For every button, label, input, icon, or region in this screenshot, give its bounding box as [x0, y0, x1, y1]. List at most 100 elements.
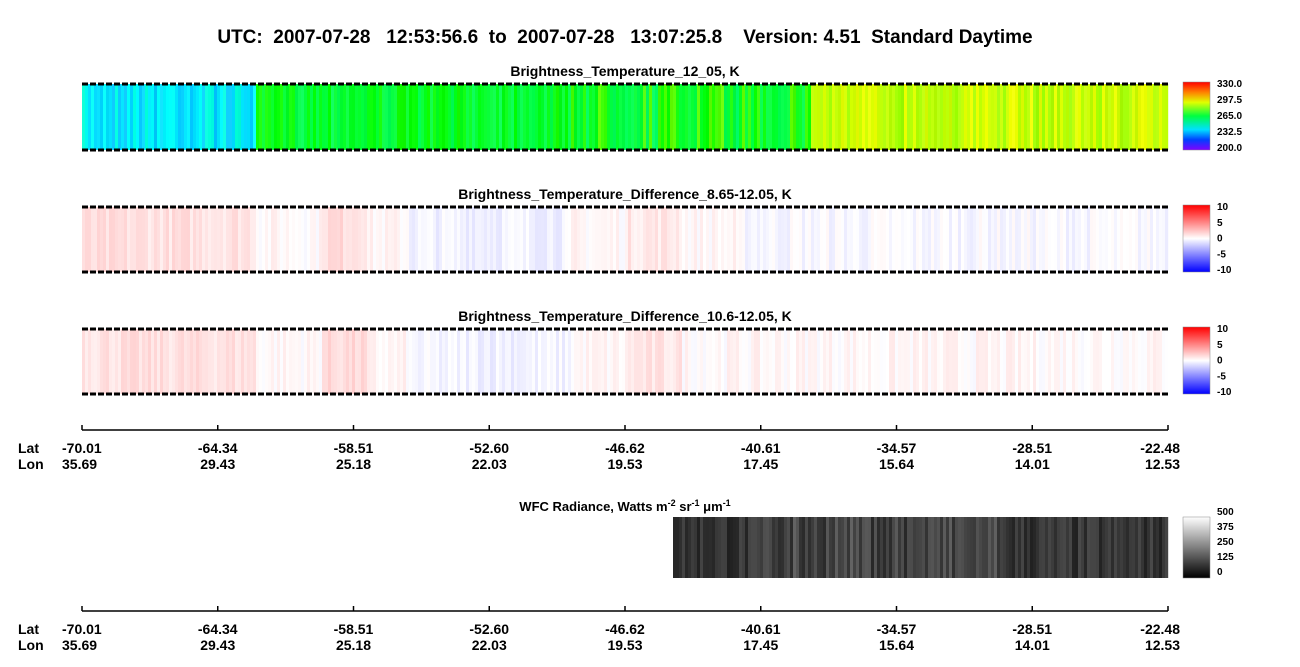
swath-column: [313, 329, 317, 394]
swath-column: [562, 207, 566, 272]
wfc-column: [853, 517, 857, 578]
swath-column: [334, 84, 338, 150]
swath-column: [304, 329, 308, 394]
swath-column: [532, 207, 536, 272]
swath-column: [412, 84, 416, 150]
swath-column: [832, 329, 836, 394]
swath-column: [1045, 84, 1049, 150]
swath-column: [604, 207, 608, 272]
swath-column: [682, 84, 686, 150]
swath-column: [175, 207, 179, 272]
swath-column: [286, 329, 290, 394]
swath-column: [982, 84, 986, 150]
wfc-column: [1108, 517, 1112, 578]
swath-column: [655, 329, 659, 394]
swath-column: [1165, 207, 1169, 272]
swath-column: [403, 329, 407, 394]
swath-column: [205, 207, 209, 272]
swath-column: [718, 84, 722, 150]
swath-column: [142, 329, 146, 394]
swath-column: [742, 329, 746, 394]
swath-column: [1099, 207, 1103, 272]
swath-column: [1093, 207, 1097, 272]
swath-column: [448, 329, 452, 394]
swath-column: [217, 207, 221, 272]
swath-column: [517, 207, 521, 272]
swath-column: [211, 329, 215, 394]
swath-column: [826, 207, 830, 272]
swath-column: [226, 207, 230, 272]
swath-column: [1123, 329, 1127, 394]
swath-column: [382, 329, 386, 394]
swath-column: [448, 84, 452, 150]
swath-column: [709, 207, 713, 272]
swath-column: [865, 207, 869, 272]
wfc-column: [694, 517, 698, 578]
swath-column: [1153, 84, 1157, 150]
swath-column: [946, 207, 950, 272]
swath-column: [1111, 207, 1115, 272]
swath-column: [400, 329, 404, 394]
wfc-column: [1099, 517, 1103, 578]
swath-column: [652, 207, 656, 272]
swath-column: [370, 329, 374, 394]
swath-column: [982, 207, 986, 272]
swath-image: [82, 84, 1169, 150]
swath-column: [220, 329, 224, 394]
swath-column: [1051, 84, 1055, 150]
wfc-column: [1129, 517, 1133, 578]
swath-column: [1159, 329, 1163, 394]
swath-column: [592, 329, 596, 394]
swath-column: [1024, 84, 1028, 150]
wfc-column: [946, 517, 950, 578]
swath-column: [535, 329, 539, 394]
wfc-column: [1096, 517, 1100, 578]
swath-column: [463, 329, 467, 394]
swath-column: [346, 329, 350, 394]
swath-column: [751, 84, 755, 150]
swath-column: [877, 207, 881, 272]
swath-column: [802, 207, 806, 272]
swath-column: [808, 207, 812, 272]
swath-column: [385, 207, 389, 272]
swath-column: [904, 207, 908, 272]
swath-column: [778, 84, 782, 150]
swath-column: [898, 84, 902, 150]
swath-column: [1144, 84, 1148, 150]
swath-column: [1003, 329, 1007, 394]
lat-tick-label: -28.51: [1012, 621, 1052, 637]
swath-column: [406, 329, 410, 394]
swath-column: [136, 207, 140, 272]
wfc-column: [1039, 517, 1043, 578]
swath-column: [658, 207, 662, 272]
swath-column: [553, 207, 557, 272]
swath-column: [682, 329, 686, 394]
swath-column: [814, 207, 818, 272]
swath-column: [616, 329, 620, 394]
lat-tick-label: -58.51: [334, 440, 374, 456]
swath-column: [1159, 84, 1163, 150]
swath-column: [241, 329, 245, 394]
swath-column: [835, 84, 839, 150]
lat-tick-label: -40.61: [741, 621, 781, 637]
swath-column: [157, 329, 161, 394]
swath-column: [250, 84, 254, 150]
swath-column: [886, 207, 890, 272]
swath-column: [253, 84, 257, 150]
swath-column: [784, 84, 788, 150]
swath-column: [952, 329, 956, 394]
wfc-column: [889, 517, 893, 578]
swath-column: [730, 84, 734, 150]
lon-tick-label: 15.64: [879, 456, 914, 472]
swath-column: [130, 84, 134, 150]
wfc-column: [880, 517, 884, 578]
swath-column: [550, 329, 554, 394]
swath-column: [1114, 207, 1118, 272]
swath-column: [877, 84, 881, 150]
swath-column: [946, 329, 950, 394]
swath-column: [298, 84, 302, 150]
swath-column: [790, 207, 794, 272]
swath-column: [841, 329, 845, 394]
swath-column: [1033, 329, 1037, 394]
swath-column: [499, 207, 503, 272]
